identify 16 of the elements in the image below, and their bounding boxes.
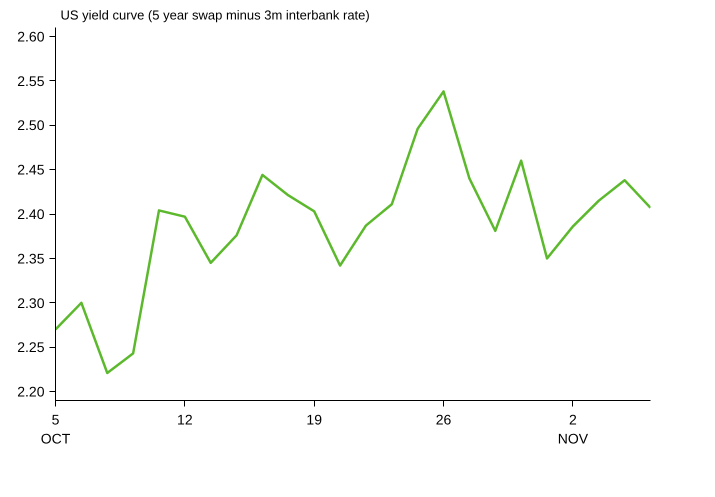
y-tick-label: 2.20 xyxy=(17,384,45,400)
x-tick-label: 19 xyxy=(306,412,322,428)
chart-title: US yield curve (5 year swap minus 3m interbank rate) xyxy=(60,8,370,22)
x-tick-label: 12 xyxy=(177,412,193,428)
x-tick-label: 26 xyxy=(436,412,452,428)
y-tick-label: 2.30 xyxy=(17,294,45,311)
y-tick-label: 2.35 xyxy=(17,250,45,266)
y-tick-label: 2.55 xyxy=(17,72,45,89)
y-tick-label: 2.50 xyxy=(17,117,45,134)
x-tick-label: 2 NOV xyxy=(558,412,589,447)
x-tick-label: 5 OCT xyxy=(40,412,71,447)
y-tick-label: 2.25 xyxy=(17,339,45,356)
y-tick-label: 2.45 xyxy=(17,162,45,178)
y-tick-label: 2.60 xyxy=(17,28,45,44)
y-tick-label: 2.40 xyxy=(17,206,45,222)
line-series xyxy=(56,90,650,374)
